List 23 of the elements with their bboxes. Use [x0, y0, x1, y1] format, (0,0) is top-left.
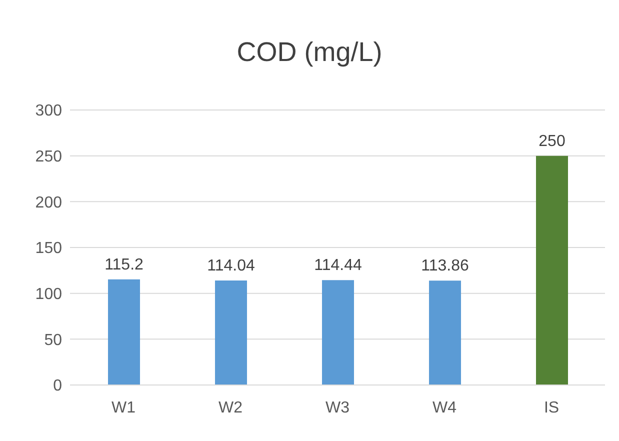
y-tick-label: 50 [44, 332, 62, 349]
y-tick-label: 200 [35, 194, 62, 212]
y-tick-label: 100 [35, 286, 62, 304]
bar [536, 156, 568, 385]
y-tick-label: 150 [35, 240, 62, 258]
x-tick-label: W3 [326, 399, 350, 416]
x-tick-label: IS [544, 399, 560, 416]
y-tick-label: 250 [35, 148, 62, 166]
x-tick-label: W4 [432, 399, 457, 416]
data-label: 115.2 [104, 256, 144, 274]
y-tick-label: 0 [53, 378, 62, 395]
bar [215, 280, 247, 385]
bar [108, 279, 140, 385]
data-label: 114.04 [207, 257, 255, 274]
chart-title: COD (mg/L) [236, 36, 384, 69]
bar [429, 280, 461, 385]
x-tick-label: W1 [112, 399, 136, 416]
data-label: 114.44 [314, 257, 362, 274]
data-label: 113.86 [421, 258, 469, 275]
y-tick-label: 300 [35, 102, 62, 120]
data-label: 250 [538, 132, 566, 150]
x-tick-label: W2 [218, 399, 243, 416]
bar [322, 280, 354, 385]
